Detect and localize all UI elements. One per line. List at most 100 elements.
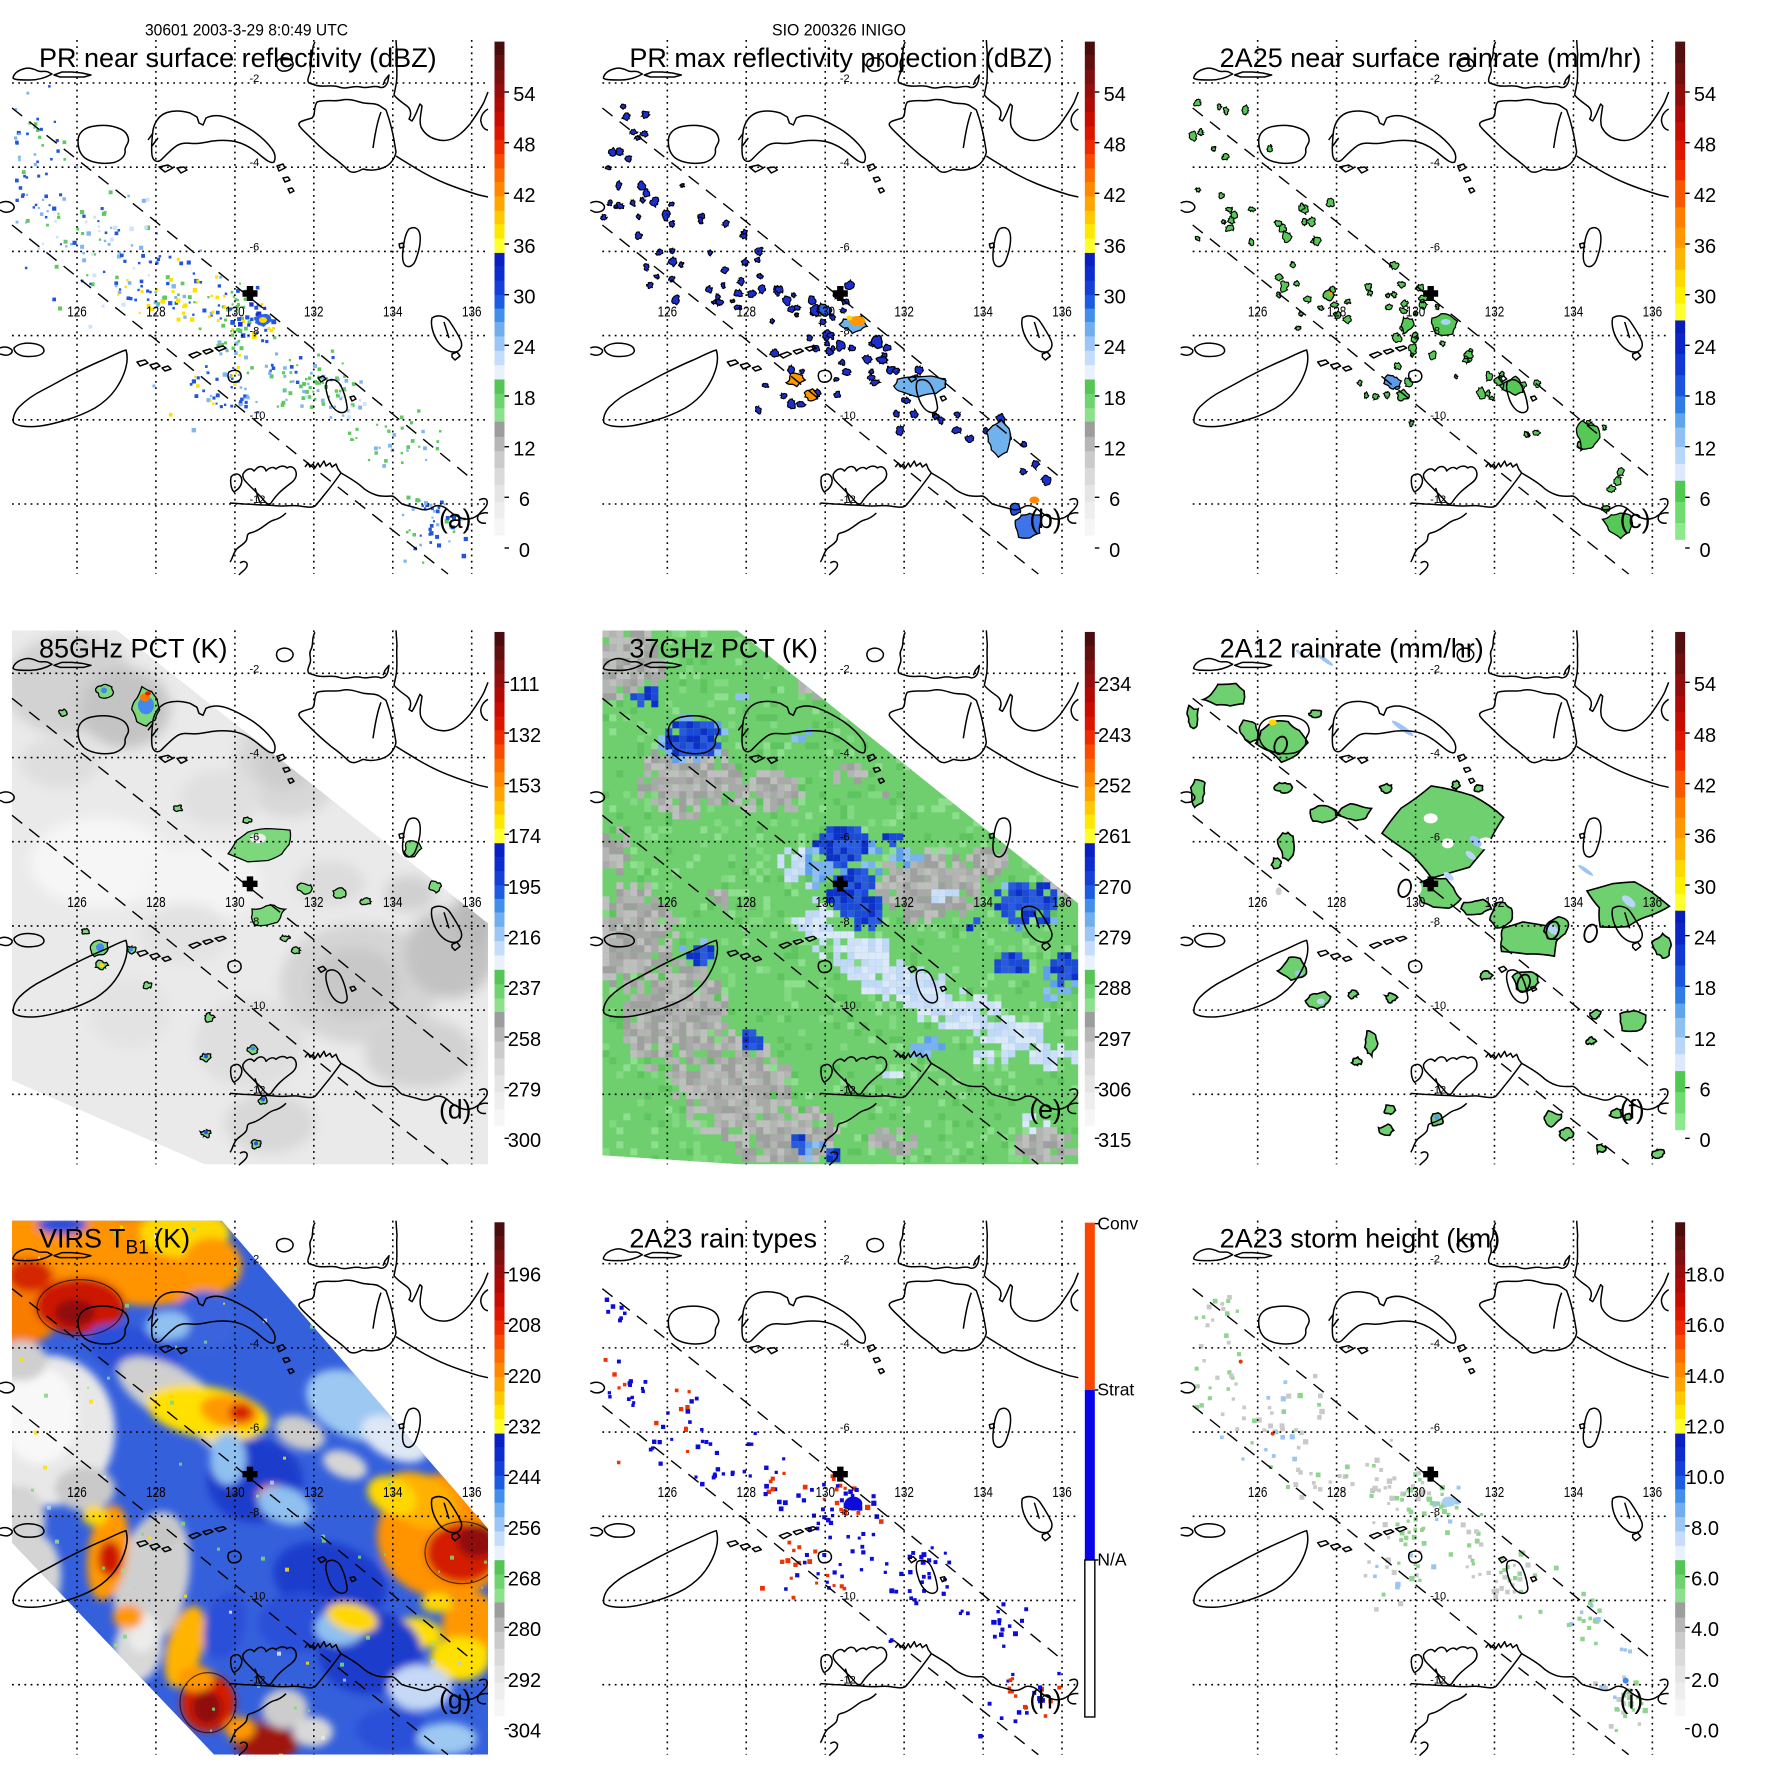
svg-text:12: 12 — [1694, 439, 1716, 461]
svg-text:0: 0 — [1700, 540, 1711, 562]
svg-text:153: 153 — [508, 775, 541, 797]
svg-text:2.0: 2.0 — [1691, 1670, 1719, 1692]
svg-text:36: 36 — [1104, 236, 1126, 258]
svg-text:48: 48 — [1694, 725, 1716, 747]
svg-text:280: 280 — [508, 1619, 541, 1641]
svg-text:8.0: 8.0 — [1691, 1518, 1719, 1540]
svg-text:132: 132 — [508, 725, 541, 747]
svg-text:300: 300 — [508, 1130, 541, 1152]
svg-text:36: 36 — [513, 236, 535, 258]
svg-text:297: 297 — [1098, 1029, 1131, 1051]
svg-text:(h): (h) — [1029, 1685, 1061, 1715]
svg-text:Conv: Conv — [1097, 1214, 1138, 1234]
svg-text:42: 42 — [1694, 775, 1716, 797]
svg-text:2A23 rain types: 2A23 rain types — [629, 1224, 817, 1254]
svg-text:(d): (d) — [439, 1094, 471, 1124]
svg-text:304: 304 — [508, 1720, 541, 1742]
svg-text:30: 30 — [1104, 287, 1126, 309]
svg-text:6: 6 — [1700, 1079, 1711, 1101]
svg-text:195: 195 — [508, 877, 541, 899]
svg-text:12: 12 — [1104, 439, 1126, 461]
svg-text:6: 6 — [1700, 489, 1711, 511]
svg-text:261: 261 — [1098, 826, 1131, 848]
svg-text:36: 36 — [1694, 826, 1716, 848]
svg-text:18: 18 — [1104, 388, 1126, 410]
svg-text:0: 0 — [1109, 540, 1120, 562]
svg-text:6: 6 — [1109, 489, 1120, 511]
svg-text:237: 237 — [508, 978, 541, 1000]
svg-text:30: 30 — [1694, 877, 1716, 899]
svg-text:42: 42 — [1104, 185, 1126, 207]
svg-text:18: 18 — [513, 388, 535, 410]
svg-text:0.0: 0.0 — [1691, 1720, 1719, 1742]
svg-text:111: 111 — [509, 674, 539, 696]
svg-text:0: 0 — [519, 540, 530, 562]
svg-text:N/A: N/A — [1097, 1550, 1127, 1570]
svg-text:270: 270 — [1098, 877, 1131, 899]
svg-text:234: 234 — [1098, 674, 1131, 696]
svg-text:VIRS TB1 (K): VIRS TB1 (K) — [39, 1224, 190, 1259]
svg-text:54: 54 — [1694, 674, 1716, 696]
svg-text:(i): (i) — [1620, 1685, 1644, 1715]
svg-text:4.0: 4.0 — [1691, 1619, 1719, 1641]
svg-text:30: 30 — [1694, 287, 1716, 309]
svg-text:24: 24 — [1104, 337, 1126, 359]
svg-text:315: 315 — [1098, 1130, 1131, 1152]
svg-text:37GHz PCT (K): 37GHz PCT (K) — [629, 633, 818, 663]
svg-text:2A12 rainrate (mm/hr): 2A12 rainrate (mm/hr) — [1220, 633, 1484, 663]
svg-text:6.0: 6.0 — [1691, 1568, 1719, 1590]
svg-text:12: 12 — [1694, 1029, 1716, 1051]
svg-text:306: 306 — [1098, 1079, 1131, 1101]
svg-text:256: 256 — [508, 1518, 541, 1540]
svg-text:(c): (c) — [1620, 504, 1651, 534]
svg-text:PR max reflectivity projection: PR max reflectivity projection (dBZ) — [629, 43, 1052, 73]
svg-text:14.0: 14.0 — [1686, 1366, 1725, 1388]
svg-text:42: 42 — [513, 185, 535, 207]
svg-text:36: 36 — [1694, 236, 1716, 258]
svg-text:24: 24 — [513, 337, 535, 359]
svg-text:(f): (f) — [1620, 1094, 1645, 1124]
svg-text:232: 232 — [508, 1416, 541, 1438]
svg-text:SIO 200326 INIGO: SIO 200326 INIGO — [772, 21, 906, 40]
svg-text:(e): (e) — [1029, 1094, 1061, 1124]
svg-text:Strat: Strat — [1097, 1380, 1134, 1400]
svg-text:16.0: 16.0 — [1686, 1315, 1725, 1337]
svg-text:6: 6 — [519, 489, 530, 511]
svg-text:252: 252 — [1098, 775, 1131, 797]
svg-text:2A23 storm height (km): 2A23 storm height (km) — [1220, 1224, 1501, 1254]
svg-text:30601 2003-3-29 8:0:49 UTC: 30601 2003-3-29 8:0:49 UTC — [145, 21, 348, 40]
svg-text:85GHz PCT (K): 85GHz PCT (K) — [39, 633, 228, 663]
svg-text:(g): (g) — [439, 1685, 471, 1715]
svg-text:196: 196 — [508, 1264, 541, 1286]
svg-text:279: 279 — [508, 1079, 541, 1101]
svg-text:220: 220 — [508, 1366, 541, 1388]
svg-text:268: 268 — [508, 1568, 541, 1590]
svg-text:48: 48 — [513, 135, 535, 157]
svg-text:PR near surface reflectivity (: PR near surface reflectivity (dBZ) — [39, 43, 437, 73]
svg-text:10.0: 10.0 — [1686, 1467, 1725, 1489]
svg-text:0: 0 — [1700, 1130, 1711, 1152]
svg-text:258: 258 — [508, 1029, 541, 1051]
svg-text:12: 12 — [513, 439, 535, 461]
svg-text:54: 54 — [513, 84, 535, 106]
svg-text:(b): (b) — [1029, 504, 1061, 534]
svg-text:48: 48 — [1694, 135, 1716, 157]
svg-text:24: 24 — [1694, 337, 1716, 359]
svg-text:243: 243 — [1098, 725, 1131, 747]
svg-text:42: 42 — [1694, 185, 1716, 207]
svg-text:18: 18 — [1694, 978, 1716, 1000]
svg-text:208: 208 — [508, 1315, 541, 1337]
svg-text:292: 292 — [508, 1670, 541, 1692]
svg-text:48: 48 — [1104, 135, 1126, 157]
svg-text:279: 279 — [1098, 927, 1131, 949]
svg-text:174: 174 — [508, 826, 541, 848]
svg-text:2A25 near surface rainrate (mm: 2A25 near surface rainrate (mm/hr) — [1220, 43, 1642, 73]
svg-text:12.0: 12.0 — [1686, 1416, 1725, 1438]
svg-text:54: 54 — [1694, 84, 1716, 106]
svg-text:216: 216 — [508, 927, 541, 949]
svg-text:30: 30 — [513, 287, 535, 309]
svg-text:24: 24 — [1694, 927, 1716, 949]
svg-text:18: 18 — [1694, 388, 1716, 410]
svg-text:18.0: 18.0 — [1686, 1264, 1725, 1286]
svg-text:(a): (a) — [439, 504, 471, 534]
